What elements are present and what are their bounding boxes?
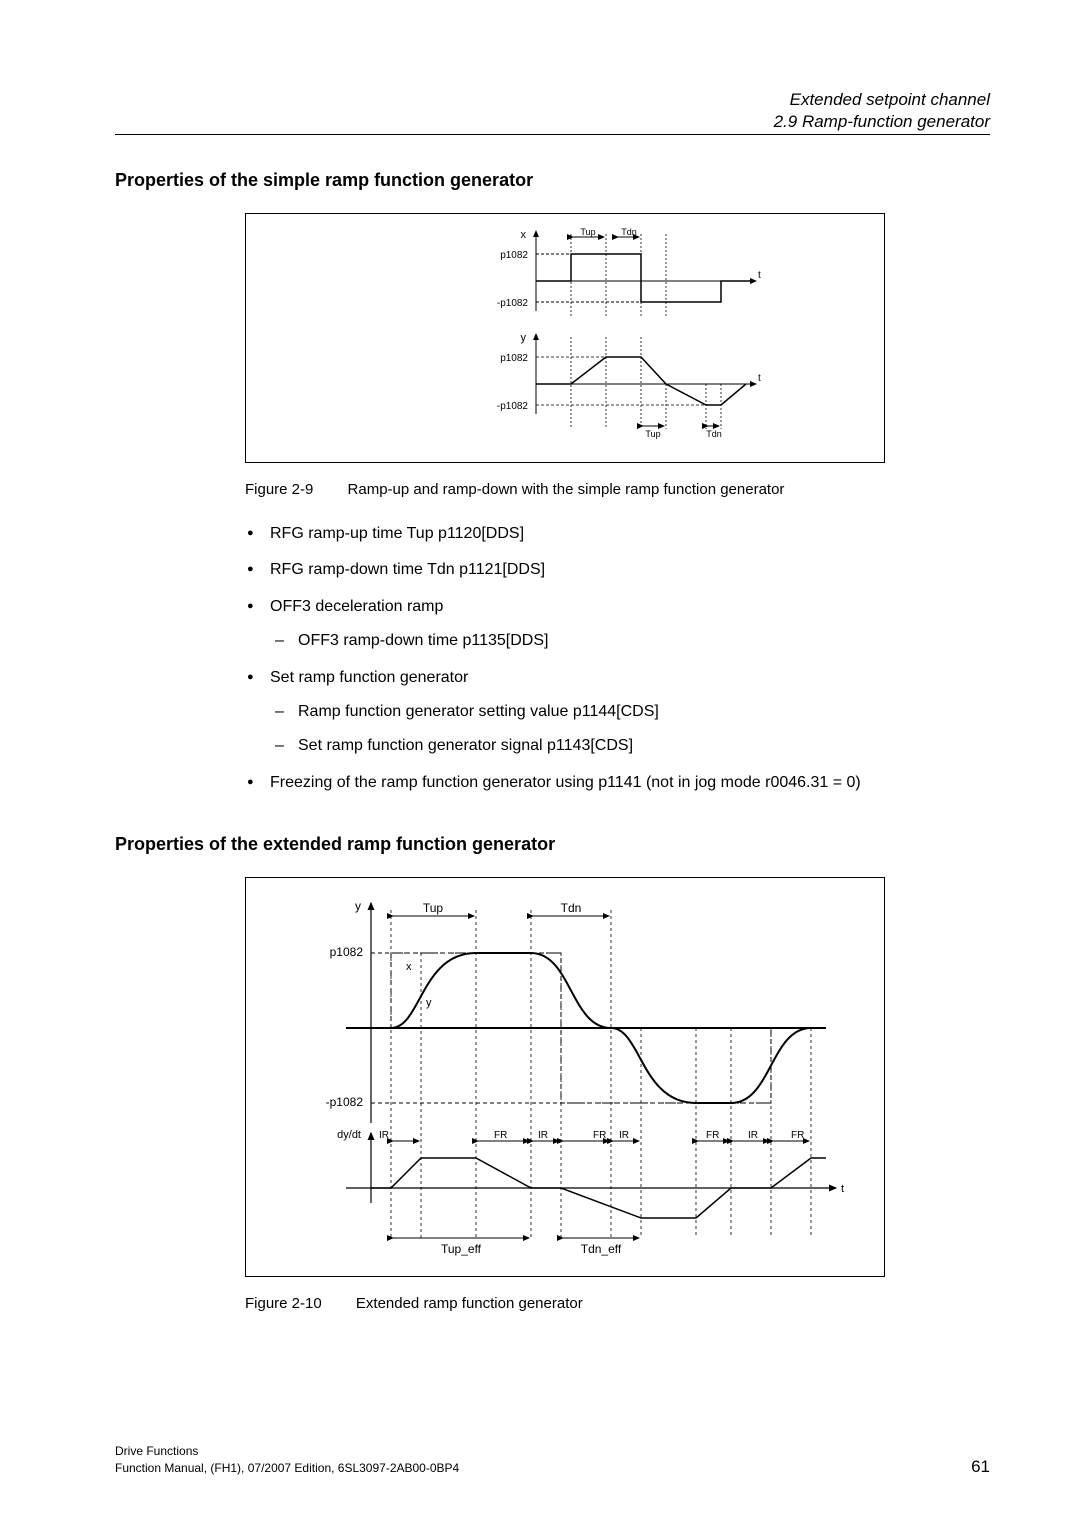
svg-text:FR: FR	[706, 1130, 719, 1141]
header-title: Extended setpoint channel	[115, 90, 990, 110]
figure-number: Figure 2-10	[245, 1295, 322, 1312]
svg-text:t: t	[841, 1183, 844, 1195]
svg-text:Tdn_eff: Tdn_eff	[581, 1242, 622, 1256]
svg-text:x: x	[406, 961, 412, 973]
svg-text:Tup: Tup	[645, 429, 660, 439]
header-subtitle: 2.9 Ramp-function generator	[115, 112, 990, 132]
svg-text:IR: IR	[379, 1130, 389, 1141]
section-extended-ramp: Properties of the extended ramp function…	[115, 834, 990, 1312]
footer-text: Drive Functions Function Manual, (FH1), …	[115, 1443, 459, 1477]
ramp-diagram-simple: x p1082 -p1082 t Tup Tdn	[246, 214, 884, 462]
svg-text:p1082: p1082	[500, 250, 528, 261]
svg-text:Tup: Tup	[423, 901, 444, 915]
figure-number: Figure 2-9	[245, 481, 313, 498]
section-heading: Properties of the simple ramp function g…	[115, 170, 990, 191]
svg-text:IR: IR	[619, 1130, 629, 1141]
figure-2-9: x p1082 -p1082 t Tup Tdn	[245, 213, 885, 463]
page-header: Extended setpoint channel 2.9 Ramp-funct…	[115, 90, 990, 135]
svg-text:IR: IR	[748, 1130, 758, 1141]
svg-text:Tdn: Tdn	[561, 901, 582, 915]
list-item: Set ramp function generator Ramp functio…	[245, 667, 990, 758]
svg-text:Tup: Tup	[580, 227, 595, 237]
svg-text:y: y	[521, 332, 527, 344]
svg-text:t: t	[758, 270, 761, 281]
svg-text:p1082: p1082	[330, 945, 364, 959]
figure-caption-2-9: Figure 2-9 Ramp-up and ramp-down with th…	[245, 481, 990, 498]
list-item: RFG ramp-down time Tdn p1121[DDS]	[245, 559, 990, 581]
svg-text:-p1082: -p1082	[497, 401, 529, 412]
sublist-item: OFF3 ramp-down time p1135[DDS]	[270, 630, 990, 652]
section-heading: Properties of the extended ramp function…	[115, 834, 990, 855]
svg-text:-p1082: -p1082	[326, 1095, 364, 1109]
bullet-list-simple: RFG ramp-up time Tup p1120[DDS] RFG ramp…	[245, 523, 990, 794]
list-item: Freezing of the ramp function generator …	[245, 772, 990, 794]
figure-caption-2-10: Figure 2-10 Extended ramp function gener…	[245, 1295, 990, 1312]
svg-text:x: x	[521, 229, 527, 241]
svg-text:Tdn: Tdn	[706, 429, 722, 439]
svg-text:t: t	[758, 373, 761, 384]
svg-text:Tup_eff: Tup_eff	[441, 1242, 482, 1256]
svg-text:FR: FR	[791, 1130, 804, 1141]
figure-2-10: y p1082 -p1082 x y Tup	[245, 877, 885, 1277]
sublist-item: Ramp function generator setting value p1…	[270, 701, 990, 723]
svg-text:dy/dt: dy/dt	[337, 1129, 361, 1141]
list-item: OFF3 deceleration ramp OFF3 ramp-down ti…	[245, 596, 990, 653]
svg-text:p1082: p1082	[500, 353, 528, 364]
svg-text:-p1082: -p1082	[497, 298, 529, 309]
figure-caption-text: Ramp-up and ramp-down with the simple ra…	[348, 481, 785, 498]
svg-text:Tdn: Tdn	[621, 227, 637, 237]
svg-text:y: y	[355, 899, 361, 913]
sublist: Ramp function generator setting value p1…	[270, 701, 990, 758]
svg-text:y: y	[426, 997, 432, 1009]
section-simple-ramp: Properties of the simple ramp function g…	[115, 170, 990, 794]
svg-text:FR: FR	[593, 1130, 606, 1141]
svg-text:IR: IR	[538, 1130, 548, 1141]
sublist-item: Set ramp function generator signal p1143…	[270, 735, 990, 757]
ramp-diagram-extended: y p1082 -p1082 x y Tup	[246, 878, 884, 1276]
figure-caption-text: Extended ramp function generator	[356, 1295, 583, 1312]
sublist: OFF3 ramp-down time p1135[DDS]	[270, 630, 990, 652]
svg-text:FR: FR	[494, 1130, 507, 1141]
page-number: 61	[971, 1457, 990, 1477]
list-item: RFG ramp-up time Tup p1120[DDS]	[245, 523, 990, 545]
page-footer: Drive Functions Function Manual, (FH1), …	[115, 1443, 990, 1477]
